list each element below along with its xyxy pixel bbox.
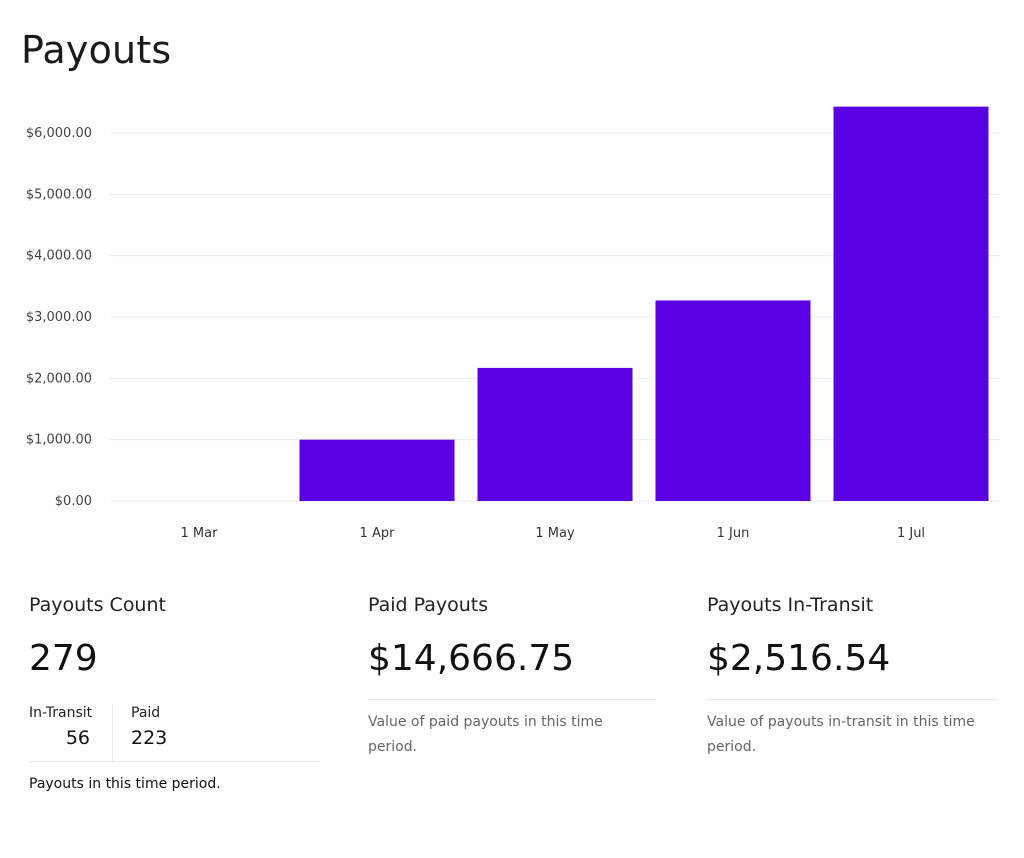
- in-transit-label: In-Transit: [29, 705, 93, 721]
- payouts-count-value: 279: [29, 638, 98, 679]
- y-tick-label: $4,000.00: [26, 249, 92, 264]
- y-tick-label: $5,000.00: [26, 187, 92, 202]
- page-title: Payouts: [21, 28, 172, 72]
- payouts-count-breakdown: In-Transit 56 Paid 223: [29, 705, 319, 761]
- bar-1-may[interactable]: [477, 367, 633, 501]
- in-transit-breakdown: In-Transit 56: [29, 705, 113, 761]
- y-tick-label: $0.00: [55, 494, 92, 509]
- y-tick-label: $1,000.00: [26, 433, 92, 448]
- paid-count: 223: [131, 727, 168, 749]
- x-tick-label: 1 Mar: [181, 526, 219, 541]
- in-transit-payouts-card: Payouts In-Transit $2,516.54 Value of pa…: [707, 594, 997, 760]
- y-tick-label: $6,000.00: [26, 126, 92, 141]
- y-tick-label: $2,000.00: [26, 371, 92, 386]
- x-tick-label: 1 May: [535, 526, 575, 541]
- divider: [707, 699, 997, 700]
- payouts-count-title: Payouts Count: [29, 594, 166, 616]
- in-transit-payouts-value: $2,516.54: [707, 638, 891, 679]
- bar-1-jul[interactable]: [833, 106, 989, 502]
- y-tick-label: $3,000.00: [26, 310, 92, 325]
- paid-payouts-value: $14,666.75: [368, 638, 575, 679]
- payouts-bar-chart: $0.00 $1,000.00 $2,000.00 $3,000.00 $4,000.0…: [26, 106, 1000, 541]
- paid-payouts-title: Paid Payouts: [368, 594, 489, 616]
- x-tick-label: 1 Jul: [897, 526, 925, 541]
- bar-1-jun[interactable]: [655, 300, 811, 501]
- payouts-count-description: Payouts in this time period.: [29, 776, 221, 792]
- paid-payouts-description: Value of paid payouts in this time perio…: [368, 714, 603, 755]
- x-tick-label: 1 Apr: [360, 526, 396, 541]
- paid-label: Paid: [131, 705, 161, 721]
- in-transit-payouts-title: Payouts In-Transit: [707, 594, 874, 616]
- in-transit-count: 56: [65, 727, 90, 749]
- paid-payouts-card: Paid Payouts $14,666.75 Value of paid pa…: [368, 594, 656, 760]
- payouts-count-card: Payouts Count 279 In-Transit 56 Paid 223…: [29, 594, 319, 797]
- in-transit-payouts-description: Value of payouts in-transit in this time…: [707, 714, 975, 755]
- bar-1-apr[interactable]: [299, 439, 455, 501]
- divider: [368, 699, 656, 700]
- x-tick-label: 1 Jun: [717, 526, 750, 541]
- divider: [29, 761, 319, 762]
- paid-breakdown: Paid 223: [113, 705, 167, 761]
